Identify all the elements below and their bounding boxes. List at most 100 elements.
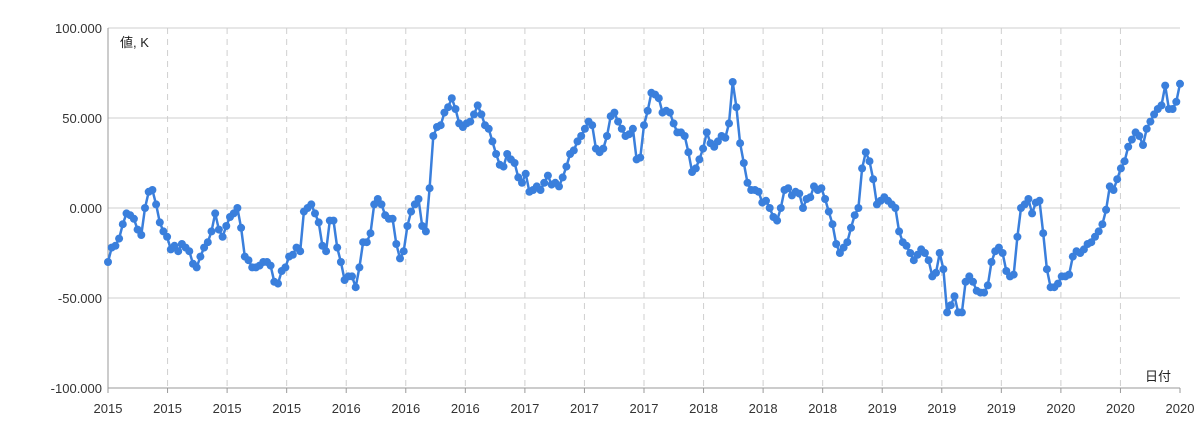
data-point bbox=[540, 178, 549, 187]
data-point bbox=[1172, 97, 1181, 106]
data-point bbox=[920, 249, 929, 257]
data-point bbox=[1161, 81, 1170, 90]
data-point bbox=[1039, 229, 1048, 238]
data-point bbox=[1116, 164, 1125, 173]
data-point bbox=[861, 148, 870, 157]
data-point bbox=[665, 108, 674, 117]
data-point bbox=[821, 195, 830, 203]
data-point bbox=[466, 117, 475, 126]
data-point bbox=[640, 121, 648, 130]
data-point bbox=[924, 256, 933, 265]
data-point bbox=[1124, 142, 1133, 151]
data-point bbox=[499, 162, 508, 171]
data-point bbox=[392, 240, 401, 248]
data-point bbox=[288, 250, 297, 259]
data-point bbox=[141, 204, 149, 212]
data-point bbox=[233, 204, 242, 212]
data-point bbox=[588, 121, 597, 130]
data-point bbox=[137, 231, 146, 239]
data-point bbox=[203, 238, 212, 247]
data-point bbox=[510, 159, 519, 167]
data-point bbox=[562, 162, 571, 171]
data-point bbox=[1109, 186, 1118, 194]
x-tick-label: 2015 bbox=[272, 401, 301, 416]
data-point bbox=[684, 148, 693, 157]
data-point bbox=[865, 157, 874, 166]
data-point bbox=[218, 232, 227, 241]
data-point bbox=[765, 204, 774, 212]
data-point bbox=[1157, 101, 1166, 110]
data-point bbox=[680, 132, 689, 140]
data-point bbox=[152, 200, 161, 209]
data-point bbox=[799, 204, 807, 212]
data-point bbox=[1135, 132, 1144, 140]
x-tick-label: 2018 bbox=[749, 401, 778, 416]
data-point bbox=[847, 223, 855, 232]
data-point bbox=[895, 227, 904, 236]
data-point bbox=[691, 164, 700, 173]
data-point bbox=[654, 94, 663, 103]
y-axis-label: 値, K bbox=[120, 35, 149, 50]
data-point bbox=[399, 247, 408, 256]
data-point bbox=[470, 110, 478, 119]
x-tick-label: 2017 bbox=[630, 401, 659, 416]
data-point bbox=[935, 249, 944, 257]
data-point bbox=[980, 288, 989, 297]
data-point bbox=[1146, 117, 1155, 126]
data-point bbox=[266, 261, 275, 270]
y-tick-labels: 100.000 50.000 0.000 -50.000 -100.000 bbox=[51, 21, 102, 396]
data-point bbox=[492, 150, 501, 158]
data-point bbox=[843, 238, 852, 247]
data-point bbox=[281, 263, 290, 272]
data-point bbox=[721, 133, 730, 142]
data-point bbox=[388, 214, 397, 223]
data-point bbox=[366, 229, 375, 238]
data-point bbox=[891, 204, 900, 212]
data-point bbox=[1120, 157, 1129, 166]
data-point bbox=[118, 220, 127, 229]
data-point bbox=[543, 171, 552, 180]
data-point bbox=[396, 254, 404, 263]
data-point bbox=[521, 169, 530, 178]
data-point bbox=[518, 178, 526, 187]
data-point bbox=[311, 209, 319, 218]
data-point bbox=[351, 283, 360, 292]
data-point bbox=[599, 144, 608, 153]
data-point bbox=[617, 124, 626, 133]
data-point bbox=[192, 263, 201, 272]
data-point bbox=[444, 103, 453, 112]
x-axis-label: 日付 bbox=[1145, 369, 1171, 384]
data-point bbox=[237, 223, 246, 232]
y-tick-label: -100.000 bbox=[51, 381, 102, 396]
axes bbox=[107, 28, 1181, 393]
data-point bbox=[603, 132, 611, 140]
data-point bbox=[850, 211, 859, 220]
data-point bbox=[447, 94, 456, 103]
data-point bbox=[998, 249, 1007, 257]
data-point bbox=[854, 204, 863, 212]
data-point bbox=[754, 187, 763, 196]
x-tick-label: 2019 bbox=[927, 401, 956, 416]
data-point bbox=[148, 186, 157, 194]
x-tick-label: 2016 bbox=[332, 401, 361, 416]
data-point bbox=[222, 222, 231, 230]
data-point bbox=[348, 272, 356, 281]
x-tick-label: 2016 bbox=[391, 401, 420, 416]
data-point bbox=[451, 105, 460, 113]
x-tick-label: 2020 bbox=[1046, 401, 1075, 416]
data-point bbox=[1009, 270, 1018, 279]
data-point bbox=[429, 132, 438, 140]
data-point bbox=[1142, 124, 1151, 133]
data-point bbox=[1035, 196, 1044, 205]
data-point bbox=[795, 189, 804, 198]
data-point bbox=[695, 155, 704, 164]
data-point bbox=[628, 124, 637, 133]
data-point bbox=[155, 218, 164, 227]
data-point bbox=[806, 193, 815, 202]
data-point bbox=[610, 108, 619, 117]
data-point bbox=[739, 159, 748, 167]
x-tick-labels: 2015 2015 2015 2015 2016 2016 2016 2017 2017 2017… bbox=[94, 401, 1195, 416]
data-point bbox=[869, 175, 878, 184]
